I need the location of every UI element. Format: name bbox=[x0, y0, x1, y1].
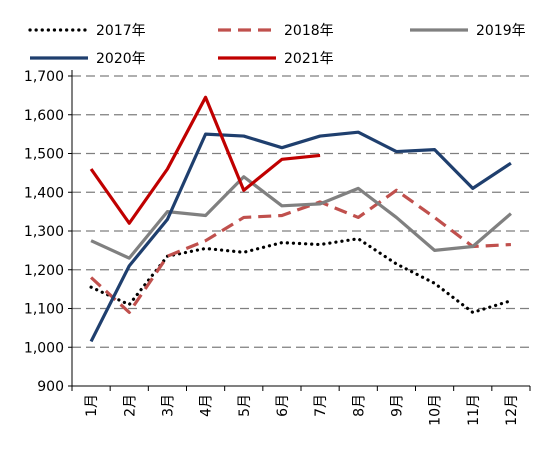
legend: 2017年 2018年 2019年 2020年 2021年 bbox=[28, 23, 526, 67]
legend-label: 2019年 bbox=[476, 23, 526, 39]
y-tick-label: 1,200 bbox=[24, 263, 64, 279]
legend-label: 2021年 bbox=[284, 51, 334, 67]
x-tick-label: 1月 bbox=[84, 394, 100, 417]
x-tick-label: 10月 bbox=[428, 394, 444, 426]
x-tick-label: 8月 bbox=[351, 394, 367, 417]
x-tick-label: 5月 bbox=[237, 394, 253, 417]
x-tick-label: 3月 bbox=[160, 394, 176, 417]
gridlines bbox=[72, 75, 530, 348]
y-tick-label: 1,000 bbox=[24, 340, 64, 356]
y-tick-label: 1,400 bbox=[24, 185, 64, 201]
axes: 900 1,000 1,100 1,200 1,300 1,400 1,500 1,600 1,… bbox=[24, 69, 531, 426]
x-tick-label: 9月 bbox=[389, 394, 405, 417]
y-tick-label: 1,500 bbox=[24, 147, 64, 163]
legend-label: 2017年 bbox=[96, 23, 146, 39]
x-tick-label: 2月 bbox=[122, 394, 138, 417]
y-tick-label: 900 bbox=[37, 379, 64, 395]
x-tick-label: 4月 bbox=[199, 394, 215, 417]
x-tick-label: 12月 bbox=[504, 394, 520, 426]
x-tick-label: 6月 bbox=[275, 394, 291, 417]
x-tick-label: 11月 bbox=[466, 394, 482, 426]
series-line-2021年 bbox=[89, 95, 321, 225]
legend-label: 2020年 bbox=[96, 51, 146, 67]
series-line-2017年 bbox=[89, 237, 513, 314]
y-tick-label: 1,100 bbox=[24, 302, 64, 318]
series-line-2018年 bbox=[90, 188, 512, 314]
series-line-2019年 bbox=[90, 175, 512, 260]
y-tick-label: 1,300 bbox=[24, 224, 64, 240]
x-tick-label: 7月 bbox=[313, 394, 329, 417]
series-lines bbox=[89, 95, 513, 343]
series-line-2020年 bbox=[89, 130, 512, 343]
legend-label: 2018年 bbox=[284, 23, 334, 39]
y-tick-label: 1,600 bbox=[24, 108, 64, 124]
y-tick-label: 1,700 bbox=[24, 69, 64, 85]
